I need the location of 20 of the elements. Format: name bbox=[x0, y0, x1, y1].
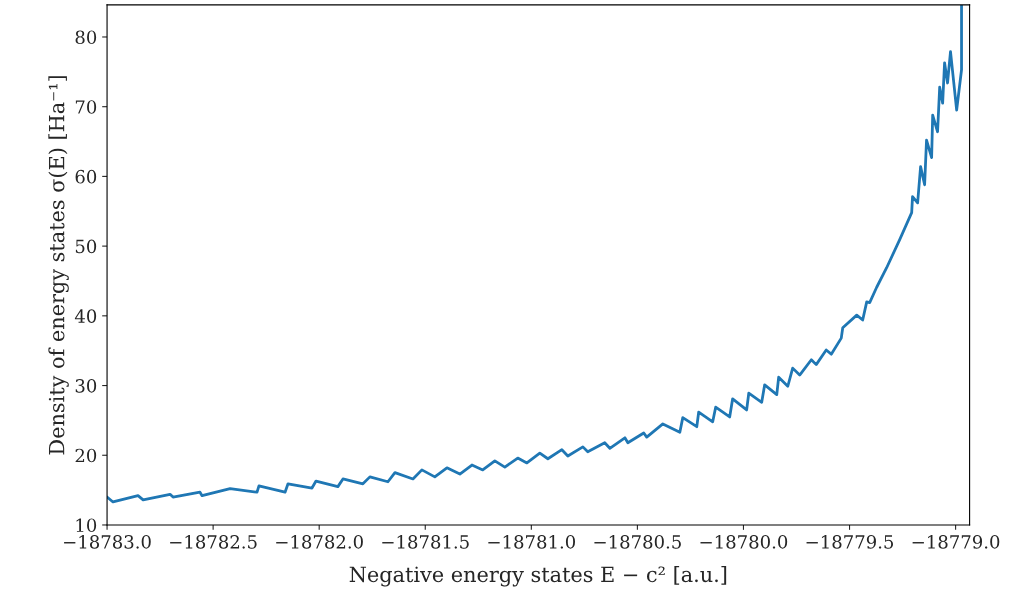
y-tick-label: 60 bbox=[75, 169, 97, 184]
line-series bbox=[107, 4, 963, 504]
x-axis-title: Negative energy states E − c² [a.u.] bbox=[349, 566, 727, 587]
y-axis-title: Density of energy states σ(E) [Ha⁻¹] bbox=[48, 76, 69, 455]
x-tick-label: −18780.5 bbox=[594, 535, 681, 549]
x-tick-label: −18779.0 bbox=[912, 535, 1000, 549]
x-tick-label: −18781.5 bbox=[382, 535, 469, 549]
y-tick-label: 50 bbox=[75, 239, 97, 254]
x-tick-label: −18779.5 bbox=[806, 535, 894, 549]
x-tick-label: −18783.0 bbox=[64, 535, 151, 549]
y-tick-label: 70 bbox=[75, 100, 97, 114]
y-tick-label: 20 bbox=[75, 448, 97, 463]
x-tick-label: −18782.0 bbox=[276, 535, 363, 549]
y-tick-label: 10 bbox=[76, 518, 97, 533]
x-tick-label: −18781.0 bbox=[488, 535, 576, 549]
y-tick-label: 40 bbox=[74, 309, 97, 323]
y-tick-label: 30 bbox=[75, 379, 97, 393]
y-tick-label: 80 bbox=[75, 30, 97, 45]
x-tick-label: −18780.0 bbox=[700, 535, 788, 549]
x-tick-label: −18782.5 bbox=[170, 535, 257, 549]
